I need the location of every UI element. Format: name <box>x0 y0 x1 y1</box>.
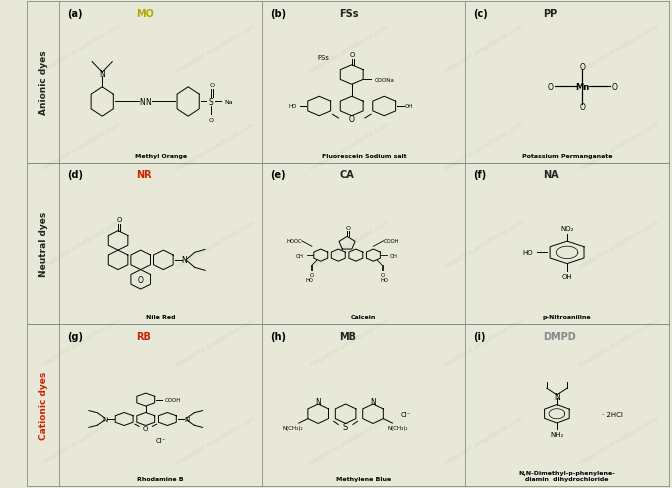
Text: Methyl Orange: Methyl Orange <box>134 154 187 159</box>
Text: (h): (h) <box>270 331 286 341</box>
Text: Rhodamine B: Rhodamine B <box>137 476 184 481</box>
Text: magazine.aroadtome.com: magazine.aroadtome.com <box>577 23 659 74</box>
Text: magazine.aroadtome.com: magazine.aroadtome.com <box>577 219 659 269</box>
Text: magazine.aroadtome.com: magazine.aroadtome.com <box>174 219 256 269</box>
Text: magazine.aroadtome.com: magazine.aroadtome.com <box>174 316 256 367</box>
Text: magazine.aroadtome.com: magazine.aroadtome.com <box>308 121 390 172</box>
Text: CA: CA <box>339 170 354 180</box>
Text: (g): (g) <box>67 331 83 341</box>
Text: RB: RB <box>136 331 151 341</box>
Text: NR: NR <box>136 170 152 180</box>
Text: magazine.aroadtome.com: magazine.aroadtome.com <box>443 219 525 269</box>
Text: magazine.aroadtome.com: magazine.aroadtome.com <box>443 316 525 367</box>
Text: Methylene Blue: Methylene Blue <box>336 476 392 481</box>
Text: magazine.aroadtome.com: magazine.aroadtome.com <box>443 414 525 465</box>
Text: N,N-Dimethyl-p-phenylene-
diamin  dihydrochloride: N,N-Dimethyl-p-phenylene- diamin dihydro… <box>519 470 616 481</box>
Text: magazine.aroadtome.com: magazine.aroadtome.com <box>308 316 390 367</box>
Text: (i): (i) <box>474 331 486 341</box>
Text: MO: MO <box>136 9 154 19</box>
Text: magazine.aroadtome.com: magazine.aroadtome.com <box>577 121 659 172</box>
Text: (e): (e) <box>270 170 286 180</box>
Text: Neutral dyes: Neutral dyes <box>38 211 48 277</box>
Text: p-Nitroaniline: p-Nitroaniline <box>543 315 591 320</box>
Text: (b): (b) <box>270 9 286 19</box>
Text: (c): (c) <box>474 9 489 19</box>
Text: magazine.aroadtome.com: magazine.aroadtome.com <box>577 316 659 367</box>
Text: PP: PP <box>543 9 557 19</box>
Text: magazine.aroadtome.com: magazine.aroadtome.com <box>308 414 390 465</box>
Text: magazine.aroadtome.com: magazine.aroadtome.com <box>308 219 390 269</box>
Text: magazine.aroadtome.com: magazine.aroadtome.com <box>174 121 256 172</box>
Text: Fluorescein Sodium salt: Fluorescein Sodium salt <box>322 154 406 159</box>
Text: Anionic dyes: Anionic dyes <box>38 51 48 115</box>
Text: magazine.aroadtome.com: magazine.aroadtome.com <box>40 219 122 269</box>
Text: NA: NA <box>543 170 558 180</box>
Text: Cationic dyes: Cationic dyes <box>38 371 48 439</box>
Text: DMPD: DMPD <box>543 331 575 341</box>
Text: (a): (a) <box>67 9 83 19</box>
Text: magazine.aroadtome.com: magazine.aroadtome.com <box>174 414 256 465</box>
Text: (d): (d) <box>67 170 83 180</box>
Text: FSs: FSs <box>339 9 359 19</box>
Text: magazine.aroadtome.com: magazine.aroadtome.com <box>577 414 659 465</box>
Text: magazine.aroadtome.com: magazine.aroadtome.com <box>40 23 122 74</box>
Text: (f): (f) <box>474 170 487 180</box>
Text: magazine.aroadtome.com: magazine.aroadtome.com <box>443 121 525 172</box>
Text: magazine.aroadtome.com: magazine.aroadtome.com <box>443 23 525 74</box>
Text: magazine.aroadtome.com: magazine.aroadtome.com <box>308 23 390 74</box>
Text: magazine.aroadtome.com: magazine.aroadtome.com <box>174 23 256 74</box>
Text: magazine.aroadtome.com: magazine.aroadtome.com <box>40 316 122 367</box>
Text: Potassium Permanganate: Potassium Permanganate <box>521 154 612 159</box>
Text: MB: MB <box>339 331 357 341</box>
Text: Calcein: Calcein <box>351 315 376 320</box>
Text: magazine.aroadtome.com: magazine.aroadtome.com <box>40 414 122 465</box>
Text: magazine.aroadtome.com: magazine.aroadtome.com <box>40 121 122 172</box>
Text: Nile Red: Nile Red <box>146 315 175 320</box>
